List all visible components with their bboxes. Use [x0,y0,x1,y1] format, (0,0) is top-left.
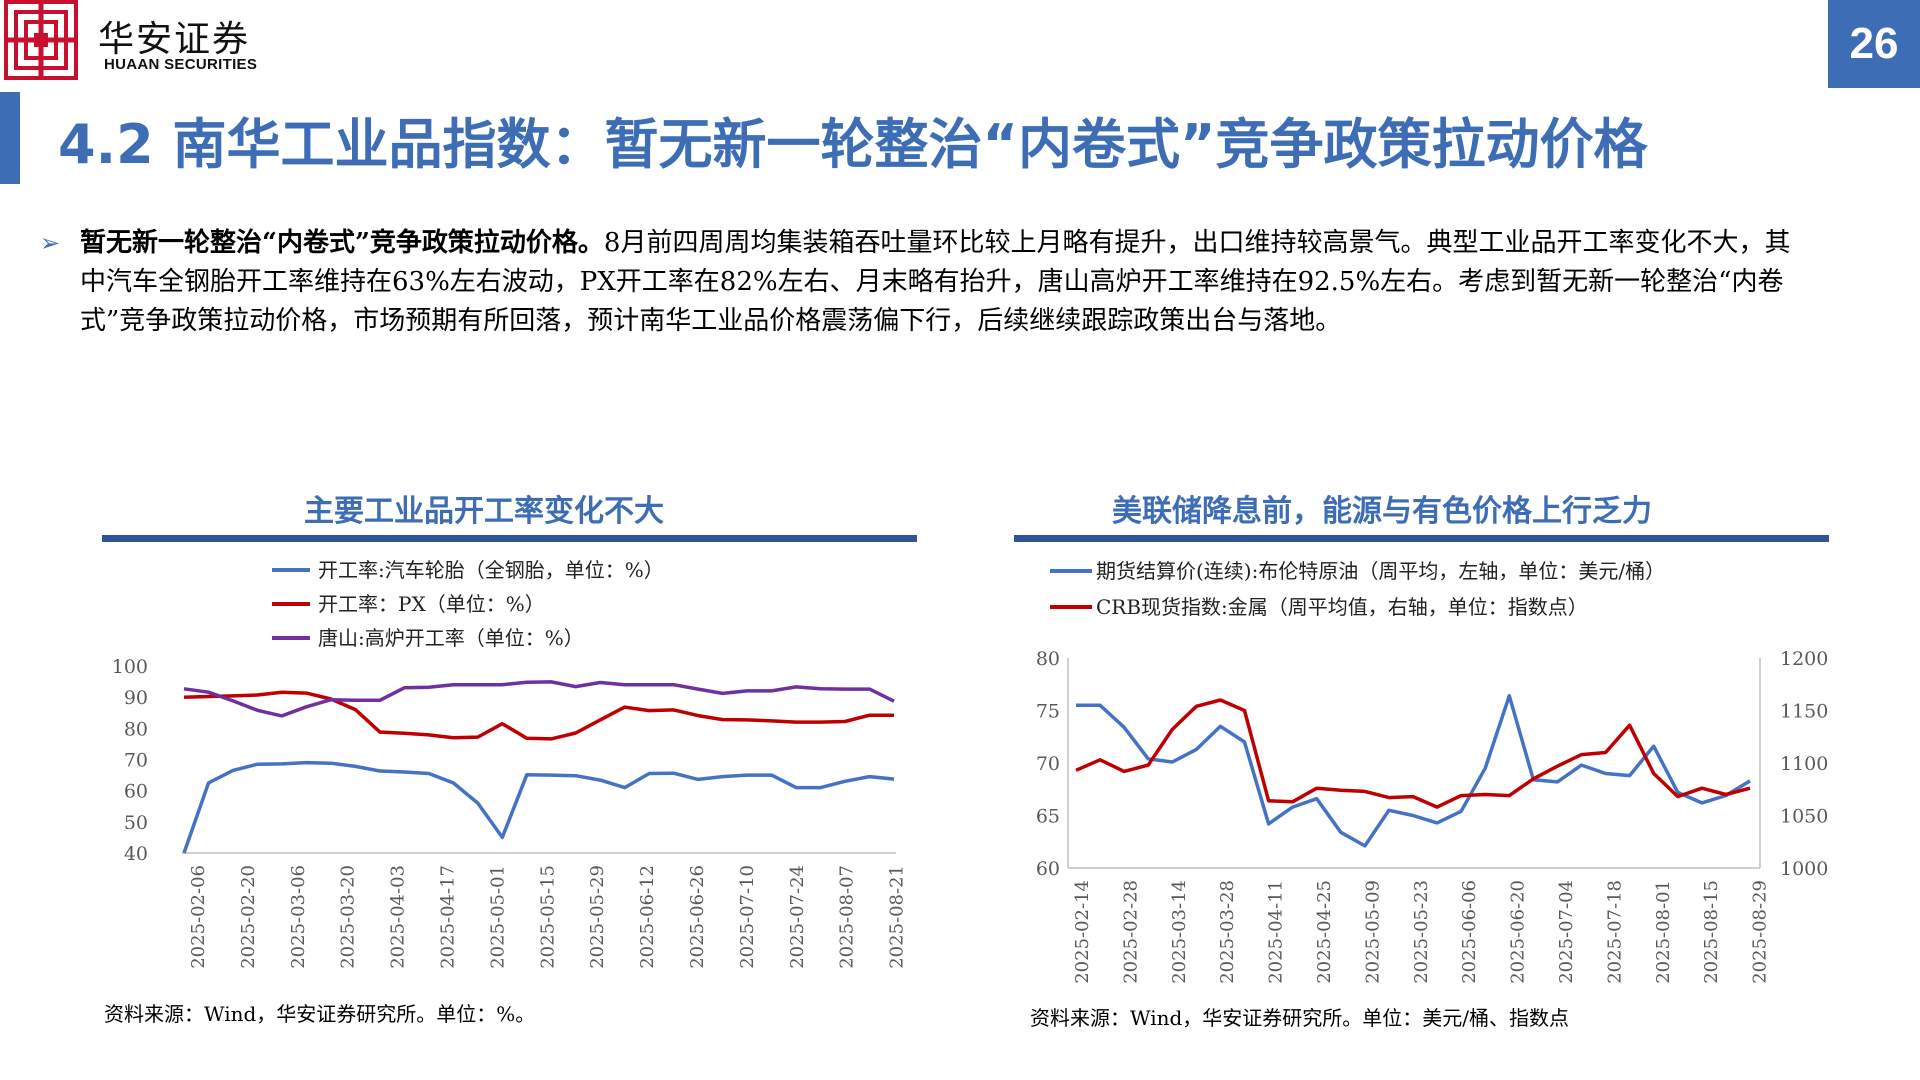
x-tick-label: 2025-08-29 [1750,880,1771,984]
title-accent-bar [0,92,20,184]
series-line [183,680,895,718]
x-tick-label: 2025-02-28 [1120,880,1141,984]
summary-lead: 暂无新一轮整治“内卷式”竞争政策拉动价格。 [80,228,604,258]
x-tick-label: 2025-08-21 [887,865,908,969]
legend-label: 开工率:汽车轮胎（全钢胎，单位：%） [318,558,664,582]
y-right-tick-label: 1050 [1780,806,1828,828]
y-tick-label: 70 [124,750,148,772]
x-tick-label: 2025-04-11 [1266,880,1287,984]
y-left-tick-label: 65 [1036,806,1060,828]
x-tick-label: 2025-02-14 [1072,880,1093,984]
series-line [1075,698,1751,809]
summary-bullet: ➢ 暂无新一轮整治“内卷式”竞争政策拉动价格。8月前四周周均集装箱吞吐量环比较上… [40,224,1810,341]
y-tick-label: 50 [124,812,148,834]
x-tick-label: 2025-05-09 [1362,880,1383,984]
x-tick-label: 2025-05-29 [587,865,608,969]
legend-label: CRB现货指数:金属（周平均值，右轴，单位：指数点） [1096,595,1588,619]
right-chart-title: 美联储降息前，能源与有色价格上行乏力 [1112,494,1652,529]
right-chart-source: 资料来源：Wind，华安证券研究所。单位：美元/桶、指数点 [1030,1006,1570,1030]
left-chart-source: 资料来源：Wind，华安证券研究所。单位：%。 [104,1002,536,1026]
y-left-tick-label: 75 [1036,701,1060,723]
x-tick-label: 2025-02-20 [238,865,259,969]
x-tick-label: 2025-03-28 [1217,880,1238,984]
x-tick-label: 2025-04-25 [1314,880,1335,984]
bullet-arrow-icon: ➢ [40,229,61,257]
left-chart-title: 主要工业品开工率变化不大 [304,494,664,529]
summary-text: 暂无新一轮整治“内卷式”竞争政策拉动价格。8月前四周周均集装箱吞吐量环比较上月略… [80,224,1810,341]
x-tick-label: 2025-03-20 [338,865,359,969]
x-tick-label: 2025-07-18 [1604,880,1625,984]
y-tick-label: 40 [124,843,148,865]
x-tick-label: 2025-08-15 [1701,880,1722,984]
x-tick-label: 2025-06-20 [1508,880,1529,984]
page-number: 26 [1828,0,1920,88]
legend-label: 开工率：PX（单位：%） [318,592,545,616]
x-tick-label: 2025-08-07 [837,865,858,969]
page-title: 4.2 南华工业品指数：暂无新一轮整治“内卷式”竞争政策拉动价格 [58,113,1648,176]
y-right-tick-label: 1100 [1780,753,1828,775]
x-tick-label: 2025-07-24 [787,865,808,969]
legend-label: 期货结算价(连续):布伦特原油（周平均，左轴，单位：美元/桶） [1096,559,1665,583]
x-tick-label: 2025-07-10 [737,865,758,969]
y-tick-label: 90 [124,687,148,709]
x-tick-label: 2025-05-15 [537,865,558,969]
y-right-tick-label: 1000 [1780,858,1828,880]
x-tick-label: 2025-02-06 [188,865,209,969]
x-tick-label: 2025-03-14 [1169,880,1190,984]
left-chart-rule [102,535,917,542]
left-chart: 开工率:汽车轮胎（全钢胎，单位：%） 开工率：PX（单位：%） 唐山:高炉开工率（单… [112,558,908,969]
x-tick-label: 2025-03-06 [288,865,309,969]
y-tick-label: 60 [124,781,148,803]
legend-label: 唐山:高炉开工率（单位：%） [318,626,584,650]
y-left-tick-label: 80 [1036,648,1060,670]
series-line [182,760,895,854]
x-tick-label: 2025-04-03 [388,865,409,969]
logo-text-en: HUAAN SECURITIES [104,56,258,73]
huaan-logo-icon [4,0,78,80]
y-tick-label: 100 [112,656,148,678]
right-chart: 期货结算价(连续):布伦特原油（周平均，左轴，单位：美元/桶） CRB现货指数:金… [1036,559,1829,984]
y-left-tick-label: 60 [1036,858,1060,880]
x-tick-label: 2025-05-23 [1411,880,1432,984]
y-right-tick-label: 1150 [1780,701,1828,723]
y-tick-label: 80 [124,718,148,740]
x-tick-label: 2025-04-17 [438,865,459,969]
logo-text-cn: 华安证券 [98,19,251,60]
x-tick-label: 2025-08-01 [1653,880,1674,984]
right-chart-rule [1014,535,1829,542]
series-line [183,690,894,741]
summary-body: 8月前四周周均集装箱吞吐量环比较上月略有提升，出口维持较高景气。典型工业品开工率… [80,228,1791,336]
y-left-tick-label: 70 [1036,753,1060,775]
y-right-tick-label: 1200 [1780,648,1828,670]
x-tick-label: 2025-06-12 [637,865,658,969]
series-line [1076,694,1751,848]
x-tick-label: 2025-06-06 [1459,880,1480,984]
x-tick-label: 2025-06-26 [687,865,708,969]
x-tick-label: 2025-05-01 [487,865,508,969]
x-tick-label: 2025-07-04 [1556,880,1577,984]
